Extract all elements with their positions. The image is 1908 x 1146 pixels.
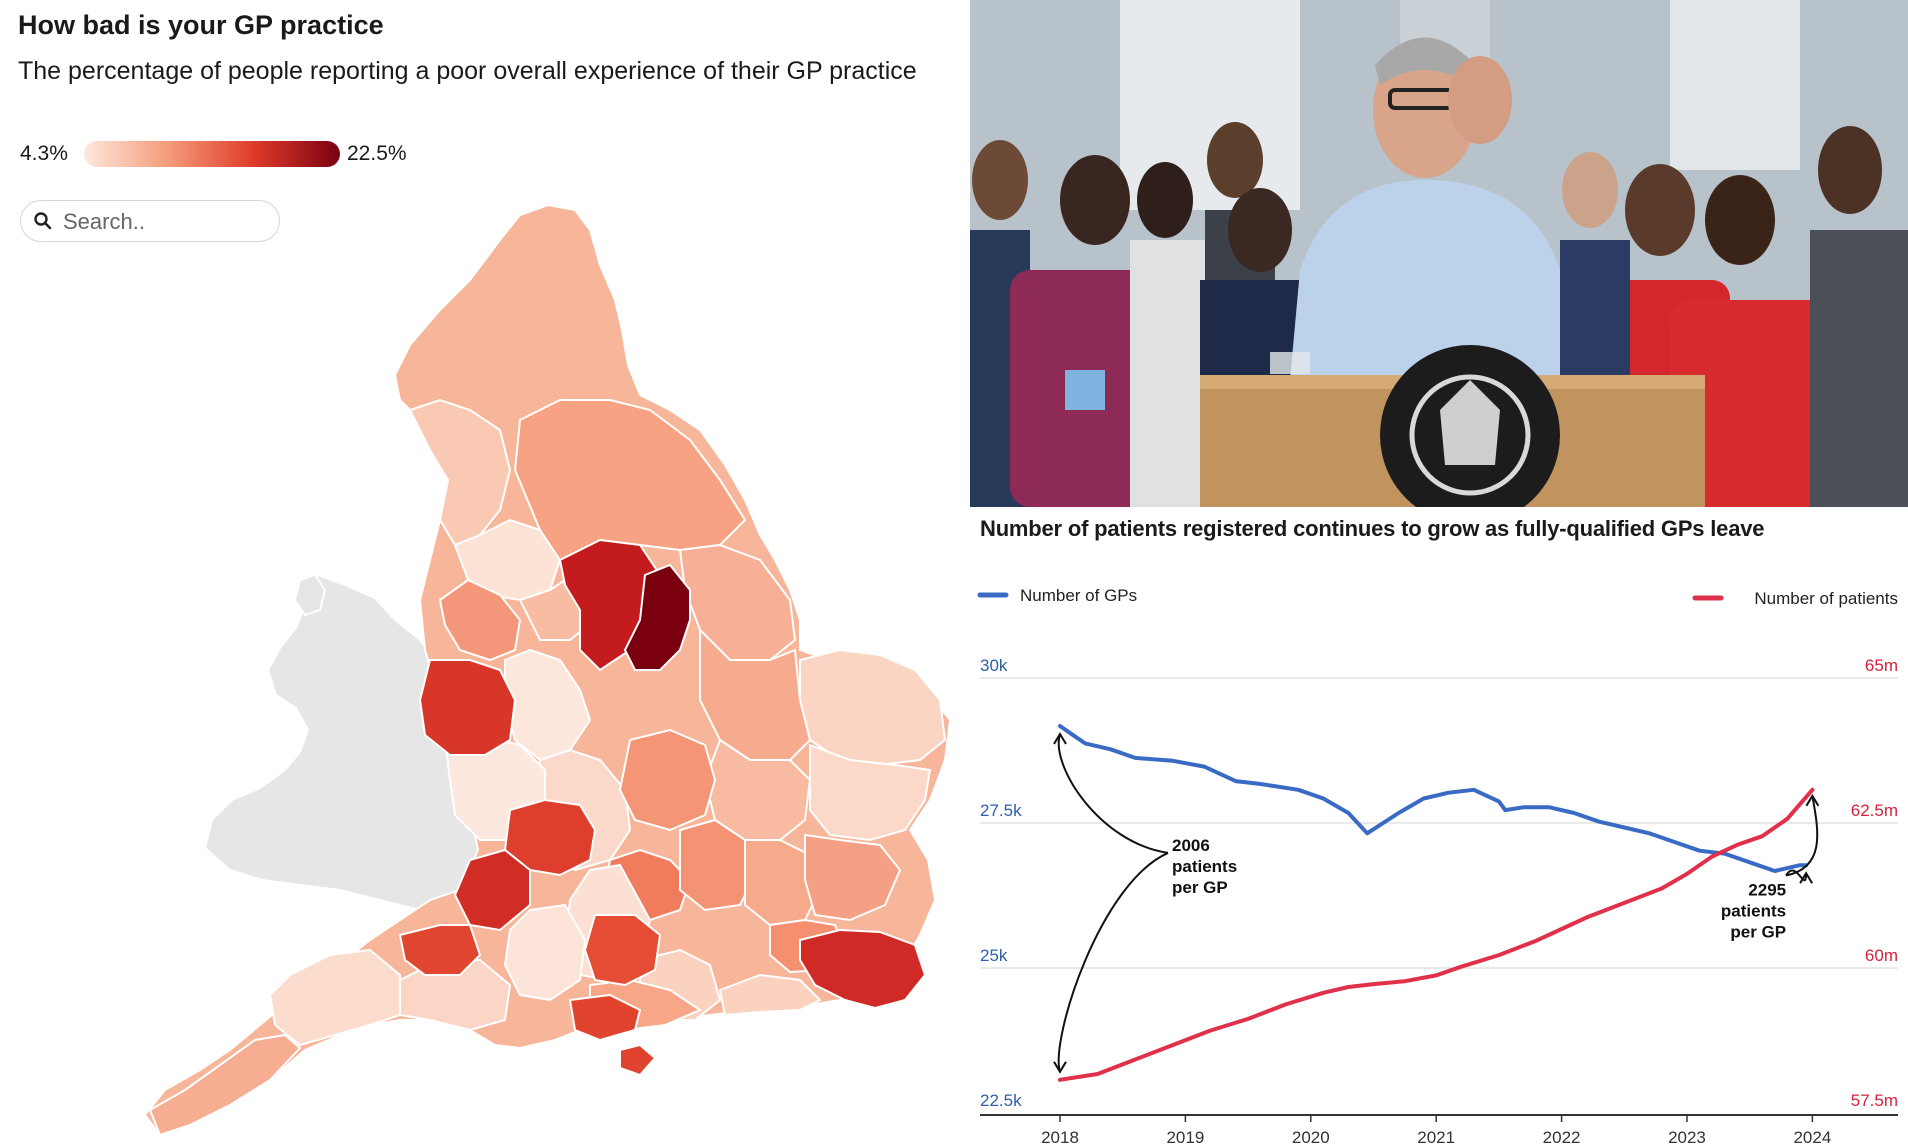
- map-region-essex: [804, 833, 902, 922]
- annotation-start-text: 2006: [1172, 836, 1210, 855]
- legend-max-label: 22.5%: [347, 142, 407, 165]
- map-region-gloucestershire: [503, 903, 587, 1002]
- map-region-dorset: [568, 993, 642, 1042]
- map-region-derbyshire-west: [418, 659, 517, 756]
- annotation-end-text: per GP: [1730, 923, 1786, 942]
- y-left-tick-label: 27.5k: [980, 801, 1022, 820]
- series-lines: [1058, 724, 1815, 1082]
- annotations: 2006 patients per GP 2295 patients per GP: [1053, 732, 1820, 1074]
- x-tick-label: 2019: [1166, 1128, 1204, 1146]
- map-region-cumbria: [408, 398, 512, 547]
- legend-label-gps: Number of GPs: [1020, 586, 1137, 605]
- x-tick-label: 2023: [1668, 1128, 1706, 1146]
- annotation-arrow-patients-start: [1057, 851, 1169, 1073]
- x-tick-label: 2022: [1543, 1128, 1581, 1146]
- photo-illustration: [970, 0, 1908, 507]
- annotation-arrow-gps-end: [1785, 869, 1808, 882]
- map-region-isle-of-wight: [619, 1043, 657, 1077]
- annotation-end-text: 2295: [1748, 881, 1786, 900]
- map-region-cornwall: [148, 1033, 302, 1137]
- map-region-suffolk: [809, 743, 932, 842]
- map-region-isle-of-man: [293, 573, 327, 617]
- map-region-leicestershire: [618, 728, 717, 832]
- x-tick-label: 2024: [1793, 1128, 1831, 1146]
- x-tick-label: 2018: [1041, 1128, 1079, 1146]
- map-region-yorkshire: [513, 399, 747, 562]
- map-region-surrey: [718, 973, 822, 1017]
- press-conference-photo: [970, 0, 1908, 507]
- annotation-arrowhead: [1799, 871, 1813, 884]
- map-region-lincolnshire: [699, 627, 812, 761]
- annotation-end-text: patients: [1721, 902, 1786, 921]
- map-region-east-yorkshire: [678, 543, 797, 661]
- series-line-patients: [1058, 787, 1815, 1082]
- annotation-start-text: patients: [1172, 857, 1237, 876]
- map-panel: How bad is your GP practice The percenta…: [18, 10, 952, 1137]
- gridlines: [980, 677, 1898, 969]
- map-region-devon: [268, 948, 401, 1047]
- y-right-tick-label: 57.5m: [1851, 1091, 1898, 1110]
- y-left-tick-label: 30k: [980, 656, 1008, 675]
- annotation-arrowhead: [1053, 732, 1067, 745]
- x-tick-label: 2020: [1292, 1128, 1330, 1146]
- search-icon: [34, 212, 52, 230]
- y-left-tick-label: 25k: [980, 946, 1008, 965]
- chart-legend: Number of GPs Number of patients: [977, 586, 1898, 608]
- map-region-norfolk: [799, 648, 947, 767]
- annotation-arrow-gps-start: [1057, 733, 1169, 854]
- england-choropleth-map: [143, 203, 952, 1137]
- search-input[interactable]: [61, 207, 265, 237]
- legend-label-patients: Number of patients: [1754, 589, 1898, 608]
- annotation-arrowhead: [1805, 793, 1820, 807]
- legend-min-label: 4.3%: [20, 142, 68, 165]
- map-title: How bad is your GP practice: [18, 10, 384, 40]
- map-subtitle: The percentage of people reporting a poo…: [18, 57, 917, 85]
- chart-title: Number of patients registered continues …: [980, 516, 1765, 541]
- map-region-kent: [799, 928, 927, 1010]
- map-region-bristol: [398, 924, 482, 976]
- y-right-tick-label: 60m: [1865, 946, 1898, 965]
- gp-patients-chart: 30k 65m 27.5k 62.5m 25k 60m 22.5k 57.5m 2018 2019…: [970, 510, 1908, 1146]
- y-right-tick-label: 62.5m: [1851, 801, 1898, 820]
- annotation-arrow-patients-end: [1785, 795, 1819, 877]
- map-region-wiltshire: [583, 914, 662, 987]
- map-region-nottinghamshire: [623, 563, 691, 671]
- axes: 30k 65m 27.5k 62.5m 25k 60m 22.5k 57.5m 2018 2019…: [980, 656, 1898, 1146]
- x-tick-label: 2021: [1417, 1128, 1455, 1146]
- annotation-arrowhead: [1053, 1061, 1067, 1074]
- series-line-gps: [1058, 724, 1809, 873]
- y-left-tick-label: 22.5k: [980, 1091, 1022, 1110]
- y-right-tick-label: 65m: [1865, 656, 1898, 675]
- annotation-start-text: per GP: [1172, 878, 1228, 897]
- map-region-merseyside: [438, 578, 522, 662]
- line-chart-svg: 30k 65m 27.5k 62.5m 25k 60m 22.5k 57.5m 2018 2019…: [977, 586, 1898, 1146]
- search-box[interactable]: [20, 200, 280, 242]
- map-region-worcestershire: [453, 848, 531, 932]
- legend-color-scale: [84, 141, 340, 167]
